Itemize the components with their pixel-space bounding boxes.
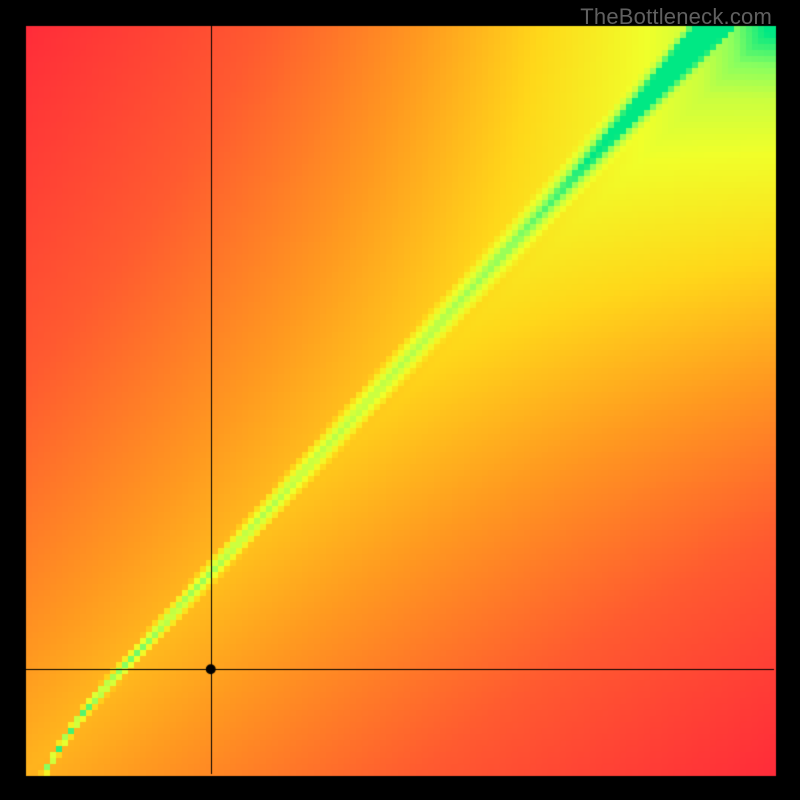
heatmap-canvas — [0, 0, 800, 800]
chart-container: TheBottleneck.com — [0, 0, 800, 800]
watermark-label: TheBottleneck.com — [580, 4, 772, 30]
